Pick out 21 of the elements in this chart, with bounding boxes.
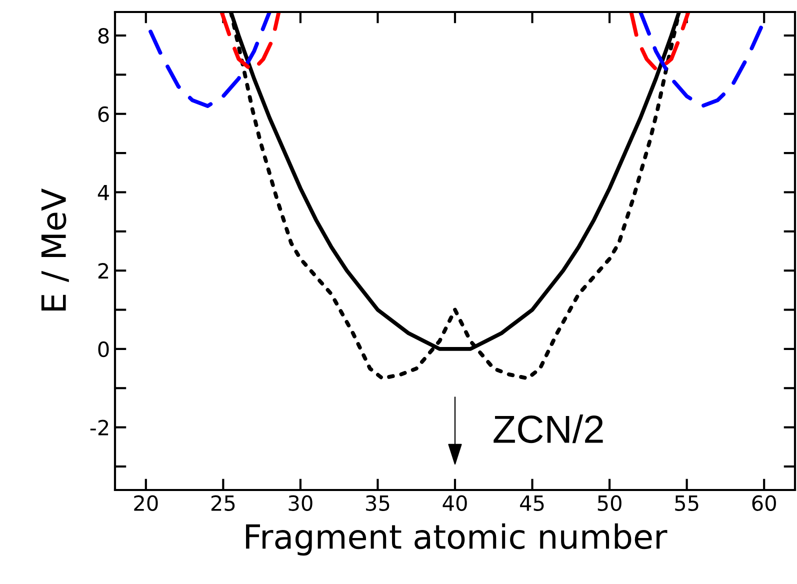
x-tick-label: 20 bbox=[134, 495, 158, 511]
y-tick-label: 6 bbox=[98, 106, 109, 122]
x-tick-label: 60 bbox=[752, 495, 776, 511]
y-tick-label: 4 bbox=[98, 184, 109, 200]
y-tick-label: 0 bbox=[98, 341, 109, 358]
line-series bbox=[638, 12, 763, 108]
annotation: ZCN/2 bbox=[494, 414, 603, 444]
x-tick-label: 35 bbox=[366, 495, 390, 511]
x-tick-label: 25 bbox=[211, 495, 235, 511]
y-axis-title: E / MeV bbox=[41, 188, 69, 311]
x-tick-label: 45 bbox=[520, 496, 544, 511]
y-tick-label: 8 bbox=[98, 28, 109, 44]
line-series bbox=[148, 12, 272, 108]
line-series bbox=[629, 12, 690, 73]
x-tick-label: 30 bbox=[288, 495, 312, 511]
x-tick-label: 50 bbox=[598, 495, 622, 511]
x-tick-label: 55 bbox=[675, 496, 698, 511]
y-tick-label: -2 bbox=[90, 420, 108, 436]
y-tick-label: 2 bbox=[98, 263, 108, 279]
x-tick-label: 40 bbox=[442, 495, 467, 511]
x-axis-title: Fragment atomic number bbox=[246, 523, 668, 556]
